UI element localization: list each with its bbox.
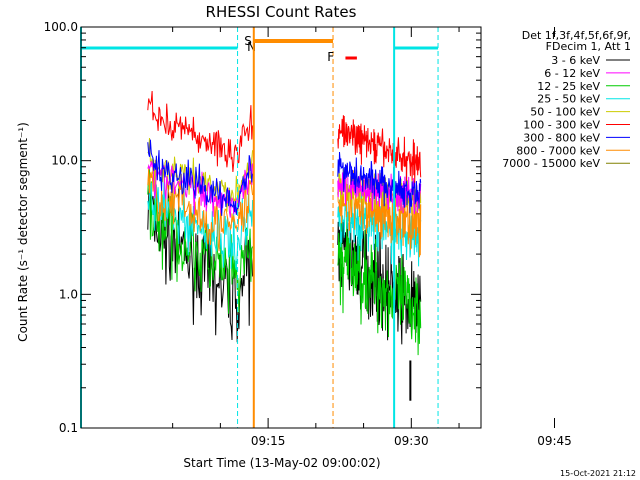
night-label: N (247, 40, 256, 54)
legend-entry-label: 6 - 12 keV (544, 67, 600, 80)
series-trace (147, 164, 254, 252)
y-tick-label: 1.0 (59, 287, 78, 301)
series-trace (147, 139, 254, 216)
legend-header-line: Det 1f,3f,4f,5f,6f,9f, (522, 29, 631, 42)
x-tick-label: 09:15 (251, 434, 286, 448)
x-tick-label: 09:45 (537, 434, 572, 448)
y-tick-label: 0.1 (59, 421, 78, 435)
legend-entry-label: 3 - 6 keV (551, 54, 600, 67)
x-axis-label: Start Time (13-May-02 09:00:02) (183, 456, 380, 470)
series-5 (147, 90, 422, 183)
legend-entry-label: 800 - 7000 keV (516, 144, 600, 157)
data-layer (147, 90, 422, 401)
series-trace (337, 151, 422, 214)
series-trace (337, 214, 422, 356)
series-trace (337, 115, 422, 183)
x-tick-label: 09:30 (394, 434, 429, 448)
legend-entry-label: 12 - 25 keV (537, 80, 600, 93)
legend: Det 1f,3f,4f,5f,6f,9f,FDecim 1, Att 13 -… (502, 29, 631, 170)
chart-title: RHESSI Count Rates (206, 3, 357, 21)
series-trace (147, 167, 254, 314)
legend-entry-label: 7000 - 15000 keV (502, 157, 600, 170)
observation-markers: NS F (80, 27, 439, 428)
y-tick-label: 10.0 (51, 154, 78, 168)
series-trace (147, 90, 254, 173)
legend-entry-label: 100 - 300 keV (523, 119, 600, 132)
legend-entry-label: 300 - 800 keV (523, 131, 600, 144)
saa-label: S (244, 34, 252, 48)
y-axis-label: Count Rate (s⁻¹ detector segment⁻¹) (16, 122, 30, 342)
legend-entry-label: 25 - 50 keV (537, 93, 600, 106)
plot-frame (80, 26, 482, 429)
legend-header-line: FDecim 1, Att 1 (546, 40, 631, 53)
timestamp: 15-Oct-2021 21:12 (560, 469, 636, 478)
flare-label: F (327, 50, 334, 64)
series-2 (147, 167, 422, 356)
axes: 0.11.010.0100.009:1509:3009:4510:0010:15… (44, 20, 572, 448)
series-6 (147, 139, 422, 216)
y-tick-label: 100.0 (44, 20, 78, 34)
legend-entry-label: 50 - 100 keV (530, 106, 600, 119)
